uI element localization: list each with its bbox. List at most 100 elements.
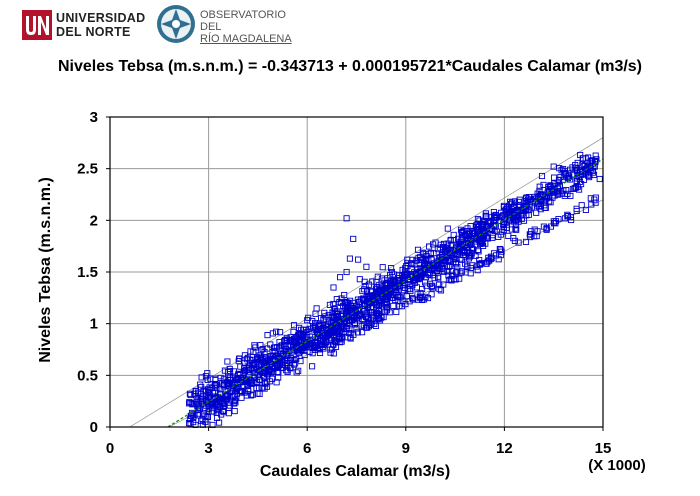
universidad-del-norte-logo: UNIVERSIDAD DEL NORTE	[20, 6, 150, 44]
data-point	[321, 309, 328, 316]
data-point	[383, 299, 390, 306]
data-point	[596, 175, 603, 183]
data-point	[436, 286, 443, 293]
data-point	[432, 239, 439, 246]
data-point	[328, 325, 335, 332]
data-point	[319, 343, 326, 350]
data-point	[392, 296, 399, 304]
data-point	[338, 320, 345, 327]
data-point	[186, 390, 193, 397]
data-point	[292, 338, 299, 345]
data-point	[296, 324, 303, 331]
data-point	[230, 393, 237, 400]
data-point	[261, 357, 269, 364]
data-point	[404, 256, 411, 263]
axes: 0 3 6 9 12 15 0 0.5 1 1.5 2 2.5 3	[77, 109, 611, 457]
data-point	[350, 235, 357, 242]
data-point	[418, 296, 426, 304]
data-point	[479, 235, 487, 242]
x-axis-label: Caudales Calamar (m3/s)	[260, 463, 450, 480]
data-point	[305, 314, 312, 321]
data-point	[301, 347, 308, 355]
data-point	[301, 339, 308, 346]
data-point	[513, 206, 521, 213]
data-point	[409, 272, 416, 279]
data-point	[503, 205, 510, 212]
data-point	[201, 386, 208, 393]
data-point	[247, 356, 254, 363]
data-point	[405, 276, 412, 283]
data-point	[343, 215, 350, 222]
data-point	[372, 322, 379, 329]
data-point	[194, 404, 201, 411]
data-point	[489, 232, 496, 239]
data-point	[330, 350, 337, 357]
data-point	[368, 303, 375, 311]
data-point	[387, 281, 394, 288]
data-point	[555, 190, 562, 197]
data-point	[208, 384, 215, 392]
data-point	[210, 395, 217, 402]
data-point	[510, 235, 517, 242]
data-point	[227, 376, 234, 383]
data-point	[225, 410, 232, 417]
data-point	[536, 183, 543, 190]
data-point	[369, 278, 376, 285]
x-tick-label: 15	[595, 440, 612, 457]
data-point	[531, 226, 538, 233]
data-point	[187, 391, 194, 399]
data-point	[444, 268, 451, 275]
data-point	[467, 270, 474, 277]
y-tick-label: 0.5	[77, 367, 98, 384]
y-tick-label: 3	[90, 109, 98, 126]
data-point	[202, 418, 209, 425]
data-point	[387, 272, 394, 279]
data-point	[534, 200, 542, 207]
data-point	[471, 230, 478, 237]
data-point	[241, 367, 249, 375]
data-point	[346, 326, 353, 333]
data-point	[552, 220, 559, 227]
data-point	[458, 268, 466, 275]
data-point	[262, 354, 269, 361]
y-tick-label: 1.5	[77, 264, 98, 281]
data-point	[379, 264, 386, 271]
data-point	[290, 328, 297, 335]
data-point	[261, 348, 268, 356]
data-point	[542, 204, 549, 211]
data-point	[404, 259, 411, 266]
data-point	[309, 363, 316, 370]
data-point	[460, 227, 467, 235]
data-point	[525, 211, 532, 218]
data-point	[274, 362, 281, 369]
data-point	[363, 263, 370, 270]
data-point	[386, 309, 393, 316]
data-point	[356, 276, 363, 283]
data-point	[591, 196, 598, 203]
chart-title: Niveles Tebsa (m.s.n.m.) = -0.343713 + 0…	[57, 58, 643, 75]
data-point	[186, 398, 193, 406]
data-point	[415, 269, 422, 276]
data-point	[366, 320, 373, 327]
data-point	[401, 287, 408, 294]
data-point	[330, 284, 337, 291]
data-point	[217, 374, 224, 381]
data-point	[440, 268, 447, 275]
data-point	[202, 412, 209, 419]
data-point	[491, 212, 498, 219]
data-point	[368, 288, 375, 295]
data-point	[445, 276, 452, 284]
data-point	[277, 342, 284, 349]
data-point	[495, 256, 502, 263]
data-point	[361, 286, 368, 293]
data-point	[558, 190, 565, 197]
data-point	[547, 199, 554, 206]
data-point	[197, 381, 204, 388]
data-point	[204, 376, 211, 383]
data-point	[326, 329, 333, 336]
data-point	[573, 205, 580, 212]
data-point	[573, 167, 580, 174]
data-point	[474, 216, 481, 223]
data-point	[250, 348, 257, 355]
